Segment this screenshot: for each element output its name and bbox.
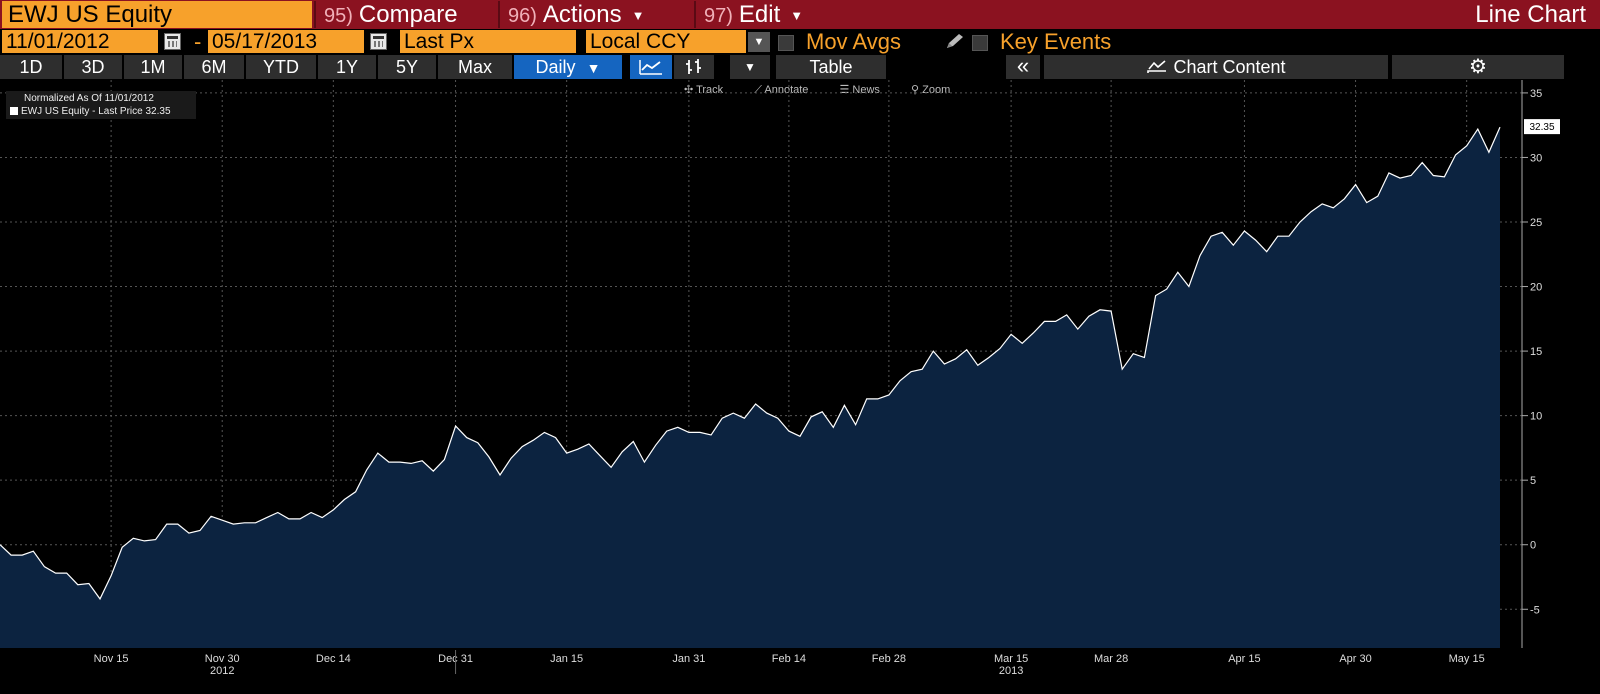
- chevron-down-icon[interactable]: ▼: [730, 55, 770, 79]
- table-button[interactable]: Table: [776, 55, 886, 79]
- x-tick-label: Jan 31: [672, 653, 705, 665]
- x-axis: Nov 15 Nov 30 Dec 14 Dec 31 Jan 15 Jan 31 Feb …: [94, 650, 1485, 677]
- price-area: [0, 127, 1500, 649]
- actions-label: Actions: [542, 1, 622, 28]
- chart-type-title: Line Chart: [1475, 1, 1586, 28]
- chevron-down-icon: ▼: [631, 8, 645, 24]
- chart-tools-bar: ✣ Track ⟋ Annotate ☰ News ⚲ Zoom: [684, 83, 978, 97]
- frequency-label: Daily: [535, 57, 576, 77]
- normalized-note: Normalized As Of 11/01/2012: [24, 93, 154, 104]
- year-label: 2013: [999, 665, 1023, 677]
- legend-entry: EWJ US Equity - Last Price 32.35: [10, 105, 192, 118]
- x-tick-label: Feb 28: [872, 653, 906, 665]
- ticker-field[interactable]: EWJ US Equity: [2, 1, 312, 28]
- mov-avgs-checkbox[interactable]: [778, 35, 794, 51]
- range-1y[interactable]: 1Y: [318, 55, 376, 79]
- gear-icon: ⚙: [1469, 56, 1487, 78]
- range-6m[interactable]: 6M: [184, 55, 244, 79]
- edit-label: Edit: [738, 1, 781, 28]
- x-tick-label: Feb 14: [772, 653, 806, 665]
- legend-series-label: EWJ US Equity - Last Price 32.35: [21, 106, 171, 117]
- range-1d[interactable]: 1D: [0, 55, 62, 79]
- calendar-icon[interactable]: [164, 33, 181, 50]
- compare-label: Compare: [358, 1, 458, 28]
- menu-number: 97): [704, 5, 733, 27]
- menu-number: 95): [324, 5, 353, 27]
- zoom-tool[interactable]: ⚲ Zoom: [911, 84, 951, 96]
- price-line: [0, 126, 1501, 601]
- chevron-down-icon[interactable]: ▼: [748, 32, 770, 52]
- collapse-button[interactable]: «: [1006, 55, 1040, 79]
- x-tick-label: Mar 15: [994, 653, 1028, 665]
- date-separator: -: [194, 29, 202, 54]
- chevron-down-icon: ▼: [586, 60, 601, 76]
- chart-content-button[interactable]: Chart Content: [1044, 55, 1388, 79]
- chart-content-icon: [1146, 57, 1168, 81]
- x-tick-label: Jan 15: [550, 653, 583, 665]
- pencil-icon[interactable]: [944, 33, 966, 51]
- bar-chart-icon[interactable]: [674, 55, 714, 79]
- x-tick-label: May 15: [1449, 653, 1485, 665]
- last-value-badge: [1524, 119, 1560, 135]
- y-tick-label: 15: [1530, 346, 1542, 358]
- y-tick-label: -5: [1530, 604, 1540, 616]
- calendar-icon[interactable]: [370, 33, 387, 50]
- y-axis: -5 0 5 10 15 20 25 30 35 32.35: [1521, 80, 1560, 648]
- y-tick-label: 10: [1530, 411, 1542, 423]
- range-ytd[interactable]: YTD: [246, 55, 316, 79]
- start-date-field[interactable]: 11/01/2012: [2, 30, 158, 53]
- y-tick-label: 5: [1530, 475, 1536, 487]
- y-tick-label: 35: [1530, 88, 1542, 100]
- y-tick-label: 20: [1530, 282, 1542, 294]
- chart-legend: Normalized As Of 11/01/2012 EWJ US Equit…: [6, 91, 196, 119]
- chevron-down-icon: ▼: [790, 8, 804, 24]
- field-select[interactable]: Last Px: [400, 30, 576, 53]
- chart-content-label: Chart Content: [1173, 57, 1286, 77]
- x-tick-label: Apr 15: [1228, 653, 1260, 665]
- controls-bar: 11/01/2012 - 05/17/2013 Last Px Local CC…: [0, 29, 1600, 55]
- news-tool[interactable]: ☰ News: [839, 84, 880, 96]
- x-tick-label: Nov 15: [94, 653, 129, 665]
- y-tick-label: 0: [1530, 540, 1536, 552]
- range-3d[interactable]: 3D: [64, 55, 122, 79]
- line-chart[interactable]: -5 0 5 10 15 20 25 30 35 32.35 Nov 15 Nov 30 Dec 14…: [0, 80, 1600, 694]
- end-date-field[interactable]: 05/17/2013: [208, 30, 364, 53]
- frequency-select[interactable]: Daily ▼: [514, 55, 622, 79]
- key-events-label[interactable]: Key Events: [1000, 29, 1112, 54]
- actions-menu[interactable]: 96) Actions ▼: [498, 1, 692, 28]
- news-label: News: [852, 84, 880, 96]
- y-tick-label: 30: [1530, 152, 1542, 164]
- menu-number: 96): [508, 5, 537, 27]
- range-toolbar: 1D 3D 1M 6M YTD 1Y 5Y Max Daily ▼ ▼ Tabl…: [0, 55, 1600, 80]
- title-bar: EWJ US Equity 95) Compare 96) Actions ▼ 97)…: [0, 0, 1600, 29]
- x-tick-label: Mar 28: [1094, 653, 1128, 665]
- last-value-label: 32.35: [1529, 122, 1554, 133]
- settings-button[interactable]: ⚙: [1392, 55, 1564, 79]
- range-1m[interactable]: 1M: [124, 55, 182, 79]
- zoom-label: Zoom: [922, 84, 951, 96]
- edit-menu[interactable]: 97) Edit ▼: [694, 1, 840, 28]
- mov-avgs-label[interactable]: Mov Avgs: [806, 29, 901, 54]
- year-label: 2012: [210, 665, 234, 677]
- range-max[interactable]: Max: [438, 55, 512, 79]
- y-tick-label: 25: [1530, 217, 1542, 229]
- legend-swatch: [10, 107, 18, 115]
- line-chart-icon[interactable]: [630, 55, 672, 79]
- x-tick-label: Apr 30: [1339, 653, 1371, 665]
- currency-select[interactable]: Local CCY: [586, 30, 746, 53]
- compare-menu[interactable]: 95) Compare: [314, 1, 496, 28]
- x-tick-label: Dec 14: [316, 653, 351, 665]
- range-5y[interactable]: 5Y: [378, 55, 436, 79]
- key-events-checkbox[interactable]: [972, 35, 988, 51]
- x-tick-label: Nov 30: [205, 653, 240, 665]
